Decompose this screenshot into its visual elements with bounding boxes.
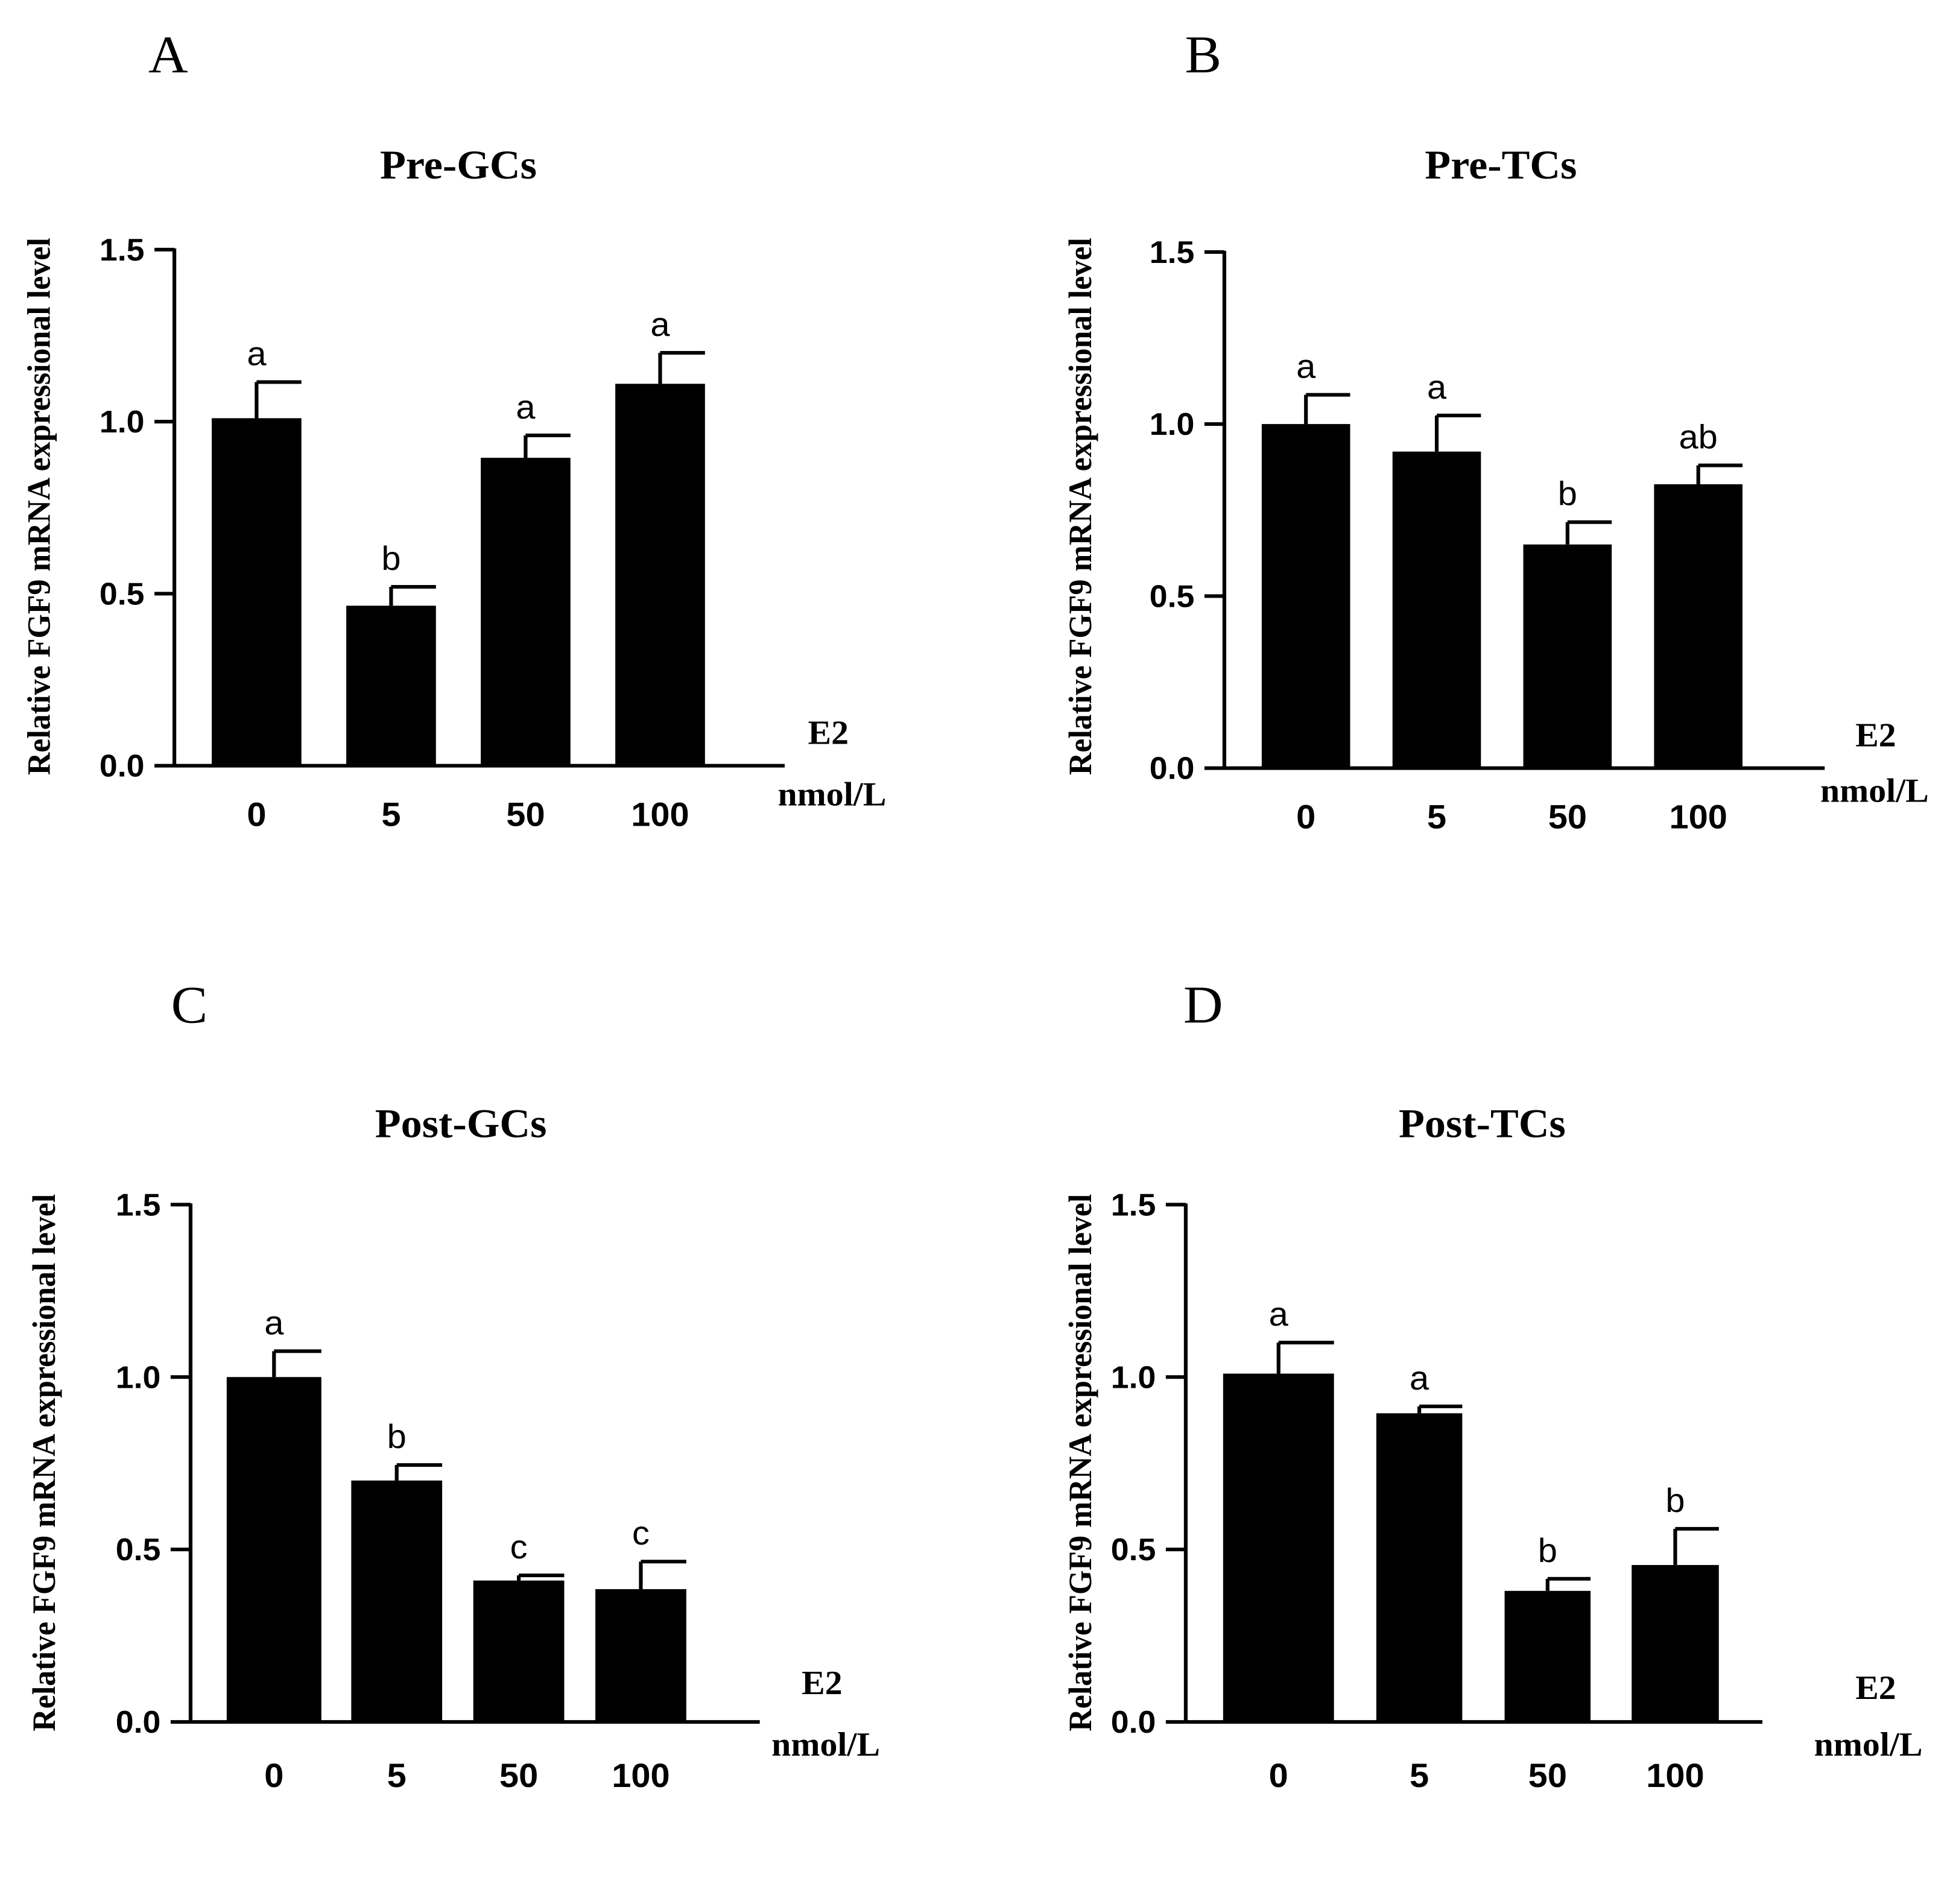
y-tick-label: 1.5: [100, 233, 145, 268]
bar: [481, 458, 571, 766]
x-tick-label: 50: [506, 795, 545, 833]
bar: [1632, 1564, 1719, 1722]
y-tick-label: 1.5: [1150, 235, 1195, 270]
x-tick-label: 0: [1296, 798, 1315, 836]
y-tick-label: 1.5: [116, 1188, 161, 1222]
bar: [1223, 1373, 1334, 1722]
chart-title: Post-GCs: [375, 1100, 547, 1146]
x-tick-label: 50: [499, 1757, 538, 1795]
bar: [1376, 1413, 1463, 1722]
x-tick-label: 0: [247, 795, 266, 833]
x-tick-label: 0: [264, 1757, 283, 1795]
bar: [473, 1580, 565, 1722]
x-axis-label-line1: E2: [808, 714, 849, 751]
x-tick-label: 50: [1548, 798, 1587, 836]
x-tick-label: 5: [381, 795, 400, 833]
significance-label: b: [387, 1418, 407, 1456]
y-tick-label: 0.0: [1150, 751, 1195, 786]
significance-label: a: [247, 335, 267, 373]
bar: [212, 418, 302, 766]
y-tick-label: 1.0: [100, 405, 145, 440]
x-axis-label-line1: E2: [1855, 716, 1896, 754]
bar: [595, 1589, 686, 1722]
bar: [1654, 484, 1743, 768]
bar: [1523, 544, 1612, 768]
significance-label: a: [1296, 347, 1316, 385]
significance-label: b: [1558, 475, 1577, 513]
y-tick-label: 1.0: [116, 1360, 161, 1395]
chart-title: Post-TCs: [1399, 1100, 1566, 1146]
y-tick-label: 0.0: [116, 1705, 161, 1740]
significance-label: a: [1427, 368, 1447, 406]
y-tick-label: 0.5: [1150, 579, 1195, 614]
significance-label: a: [1269, 1295, 1289, 1333]
significance-label: b: [381, 540, 400, 578]
panel-label: B: [1185, 25, 1222, 84]
significance-label: b: [1665, 1482, 1685, 1520]
y-tick-label: 1.0: [1150, 407, 1195, 442]
chart-panel-b: B Pre-TCs Relative FGF9 mRNA expressional …: [1063, 25, 1929, 836]
x-tick-label: 50: [1528, 1757, 1567, 1795]
bar: [346, 606, 436, 766]
bar: [1392, 451, 1481, 768]
bar: [1504, 1590, 1591, 1722]
chart-panel-c: C Post-GCs Relative FGF9 mRNA expressional…: [27, 976, 880, 1795]
chart-title: Pre-GCs: [380, 142, 537, 188]
x-tick-label: 0: [1269, 1757, 1288, 1795]
x-tick-label: 5: [1410, 1757, 1429, 1795]
x-tick-label: 100: [1646, 1757, 1704, 1795]
panel-label: C: [171, 976, 208, 1034]
significance-label: c: [510, 1528, 528, 1566]
y-axis-label: Relative FGF9 mRNA expressional level: [1063, 1194, 1098, 1732]
chart-panel-a: A Pre-GCs Relative FGF9 mRNA expressional …: [22, 25, 887, 833]
chart-panel-d: D Post-TCs Relative FGF9 mRNA expressional…: [1063, 976, 1922, 1795]
bar: [351, 1480, 443, 1722]
x-tick-label: 5: [1427, 798, 1446, 836]
significance-label: a: [650, 306, 670, 344]
significance-label: c: [632, 1514, 650, 1552]
chart-title: Pre-TCs: [1425, 142, 1577, 188]
panel-label: D: [1183, 976, 1223, 1034]
x-axis-label-line2: nmol/L: [1820, 772, 1929, 809]
significance-label: ab: [1679, 418, 1718, 456]
x-axis-label-line1: E2: [802, 1665, 842, 1702]
y-tick-label: 1.5: [1111, 1188, 1156, 1222]
y-axis-label: Relative FGF9 mRNA expressional level: [27, 1194, 62, 1732]
x-tick-label: 100: [1669, 798, 1727, 836]
significance-label: a: [516, 388, 536, 426]
bar: [1261, 424, 1350, 768]
x-tick-label: 5: [387, 1757, 407, 1795]
y-tick-label: 0.5: [116, 1532, 161, 1567]
x-axis-label-line1: E2: [1855, 1669, 1896, 1707]
x-axis-label-line2: nmol/L: [778, 776, 887, 813]
significance-label: b: [1538, 1532, 1557, 1570]
significance-label: a: [1410, 1359, 1429, 1397]
x-axis-label-line2: nmol/L: [1814, 1726, 1923, 1763]
y-tick-label: 0.5: [100, 577, 145, 612]
x-tick-label: 100: [631, 795, 689, 833]
y-tick-label: 0.5: [1111, 1532, 1156, 1567]
significance-label: a: [264, 1304, 284, 1342]
y-tick-label: 0.0: [100, 748, 145, 783]
y-tick-label: 1.0: [1111, 1360, 1156, 1395]
y-axis-label: Relative FGF9 mRNA expressional level: [22, 238, 57, 775]
x-tick-label: 100: [612, 1757, 669, 1795]
y-axis-label: Relative FGF9 mRNA expressional level: [1063, 238, 1098, 775]
x-axis-label-line2: nmol/L: [771, 1726, 880, 1763]
y-tick-label: 0.0: [1111, 1705, 1156, 1740]
panel-label: A: [148, 25, 188, 84]
bar: [226, 1377, 321, 1722]
bar: [615, 384, 705, 766]
